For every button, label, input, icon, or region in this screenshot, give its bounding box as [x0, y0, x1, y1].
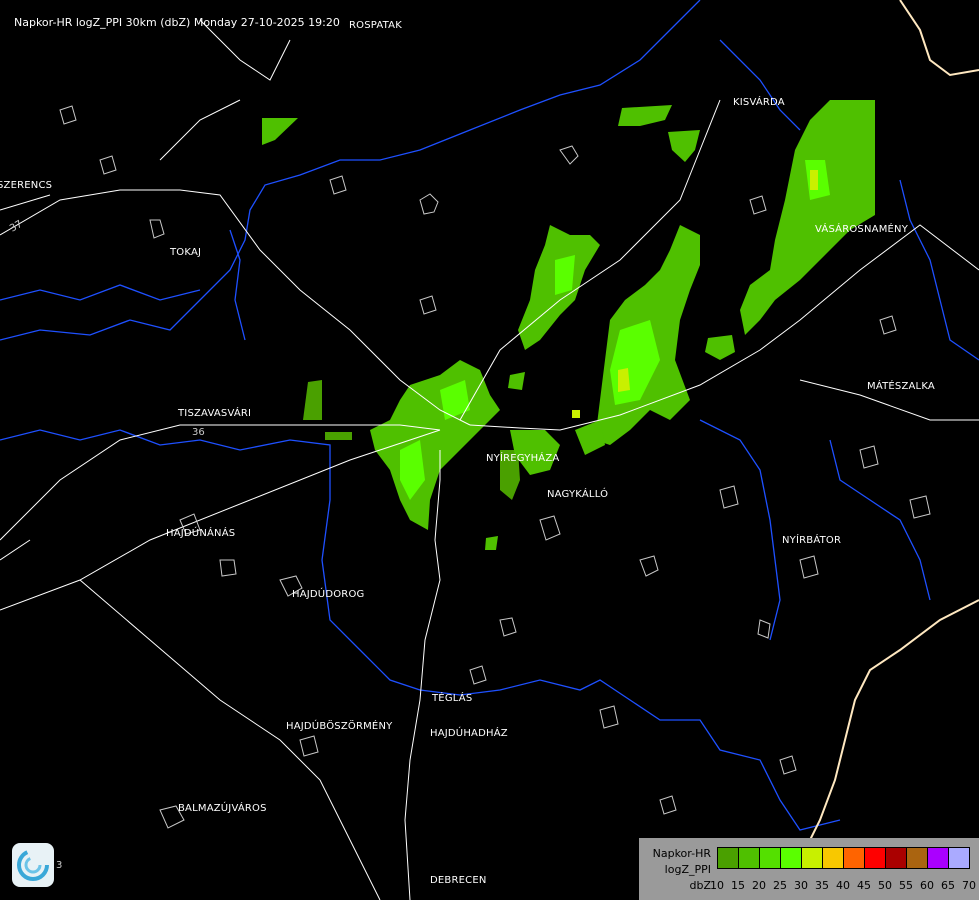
legend-swatch [886, 848, 907, 868]
city-label: TOKAJ [170, 247, 202, 258]
legend-tick-label: 20 [752, 879, 766, 892]
legend-product-type: logZ_PPI [664, 863, 711, 876]
rivers [0, 0, 979, 831]
city-label: DEBRECEN [430, 875, 487, 886]
city-label: HAJDÚBÖSZÖRMÉNY [286, 721, 393, 732]
legend-tick-label: 55 [899, 879, 913, 892]
road-number-labels: 37 36 3 [8, 219, 205, 871]
weather-service-logo [12, 843, 54, 887]
legend-swatch [739, 848, 760, 868]
city-label: NYÍRBÁTOR [782, 535, 842, 546]
legend-swatch [928, 848, 949, 868]
city-label: HAJDÚNÁNÁS [166, 528, 236, 539]
map-title: Napkor-HR logZ_PPI 30km (dbZ) Monday 27-… [14, 16, 340, 29]
legend-tick-label: 45 [857, 879, 871, 892]
swirl-icon [17, 849, 49, 881]
legend-swatch [844, 848, 865, 868]
radar-echoes [262, 100, 875, 550]
city-label: MÁTÉSZALKA [867, 381, 935, 392]
city-label: NAGYKÁLLÓ [547, 489, 609, 500]
legend-ticks: 10 15 20 25 30 35 40 45 50 55 60 65 70 [710, 879, 976, 893]
legend-swatch [760, 848, 781, 868]
city-label: HAJDÚDOROG [292, 589, 365, 600]
city-label: HAJDÚHADHÁZ [430, 728, 508, 739]
legend-tick-label: 15 [731, 879, 745, 892]
legend-labels: Napkor-HR logZ_PPI dbZ [641, 846, 711, 894]
legend-swatch [781, 848, 802, 868]
city-label: BALMAZÚJVÁROS [178, 803, 267, 814]
color-scale-legend: Napkor-HR logZ_PPI dbZ 10 15 20 25 30 35 40 45 5… [639, 838, 979, 900]
city-label: VÁSÁROSNAMÉNY [815, 224, 909, 235]
city-label: NYÍREGYHÁZA [486, 453, 560, 464]
legend-swatch [865, 848, 886, 868]
road-number-37: 37 [8, 219, 25, 235]
legend-tick-label: 25 [773, 879, 787, 892]
legend-unit: dbZ [689, 879, 711, 892]
legend-tick-label: 30 [794, 879, 808, 892]
roads [0, 19, 979, 900]
legend-swatch [949, 848, 969, 868]
echo-ne-band [740, 100, 875, 335]
legend-swatch [823, 848, 844, 868]
echo-west-cluster [370, 360, 500, 530]
legend-color-bar [717, 847, 970, 869]
legend-product-name: Napkor-HR [652, 847, 711, 860]
legend-tick-label: 50 [878, 879, 892, 892]
legend-tick-label: 10 [710, 879, 724, 892]
road-number-36: 36 [192, 427, 205, 438]
city-label: TISZAVASVÁRI [178, 408, 252, 419]
legend-swatch [802, 848, 823, 868]
legend-swatch [718, 848, 739, 868]
city-label: SZERENCS [0, 180, 53, 191]
legend-tick-label: 35 [815, 879, 829, 892]
legend-tick-label: 70 [962, 879, 976, 892]
legend-tick-label: 65 [941, 879, 955, 892]
city-label: TÉGLÁS [432, 693, 473, 704]
settlement-outlines [59, 105, 931, 829]
city-label: ROSPATAK [349, 20, 402, 31]
legend-tick-label: 40 [836, 879, 850, 892]
city-label: KISVÁRDA [733, 97, 785, 108]
road-number-3: 3 [56, 860, 62, 871]
legend-tick-label: 60 [920, 879, 934, 892]
legend-swatch [907, 848, 928, 868]
